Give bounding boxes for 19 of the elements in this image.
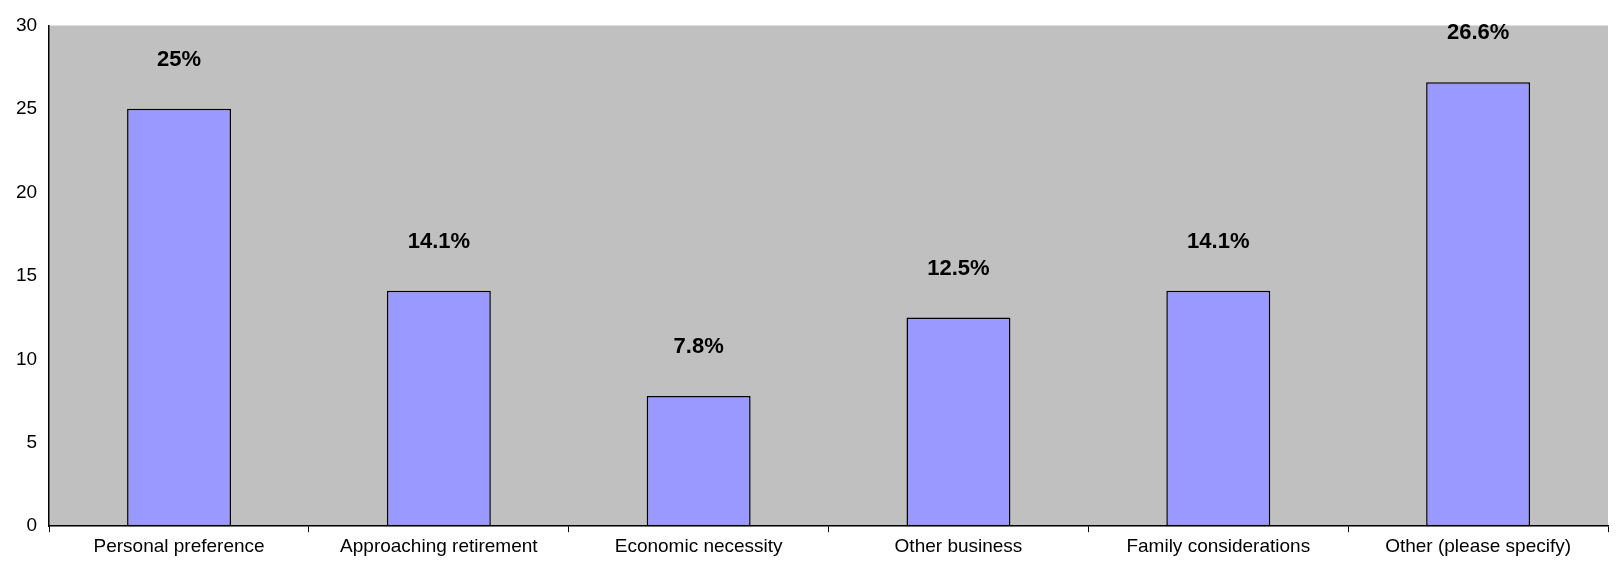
data-label: 14.1% (407, 227, 471, 253)
x-tick-label: Family considerations (1126, 534, 1311, 556)
data-label: 25% (157, 45, 202, 71)
y-tick-label: 15 (15, 264, 38, 286)
y-tick-label: 20 (15, 180, 38, 202)
data-label: 12.5% (927, 254, 990, 280)
x-tick-label: Other (please specify) (1385, 534, 1572, 556)
x-tick-label: Other business (894, 534, 1023, 556)
data-label: 14.1% (1187, 227, 1250, 253)
y-tick-label: 5 (26, 430, 38, 452)
y-tick-label: 10 (15, 347, 38, 369)
x-tick-label: Economic necessity (614, 534, 784, 556)
y-tick-label: 30 (15, 13, 38, 35)
data-label: 7.8% (673, 333, 724, 359)
data-label: 26.6% (1446, 19, 1510, 45)
x-tick-label: Approaching retirement (340, 534, 539, 556)
y-tick-label: 25 (15, 97, 38, 119)
x-tick-label: Personal preference (93, 534, 265, 556)
y-tick-label: 0 (26, 514, 38, 536)
